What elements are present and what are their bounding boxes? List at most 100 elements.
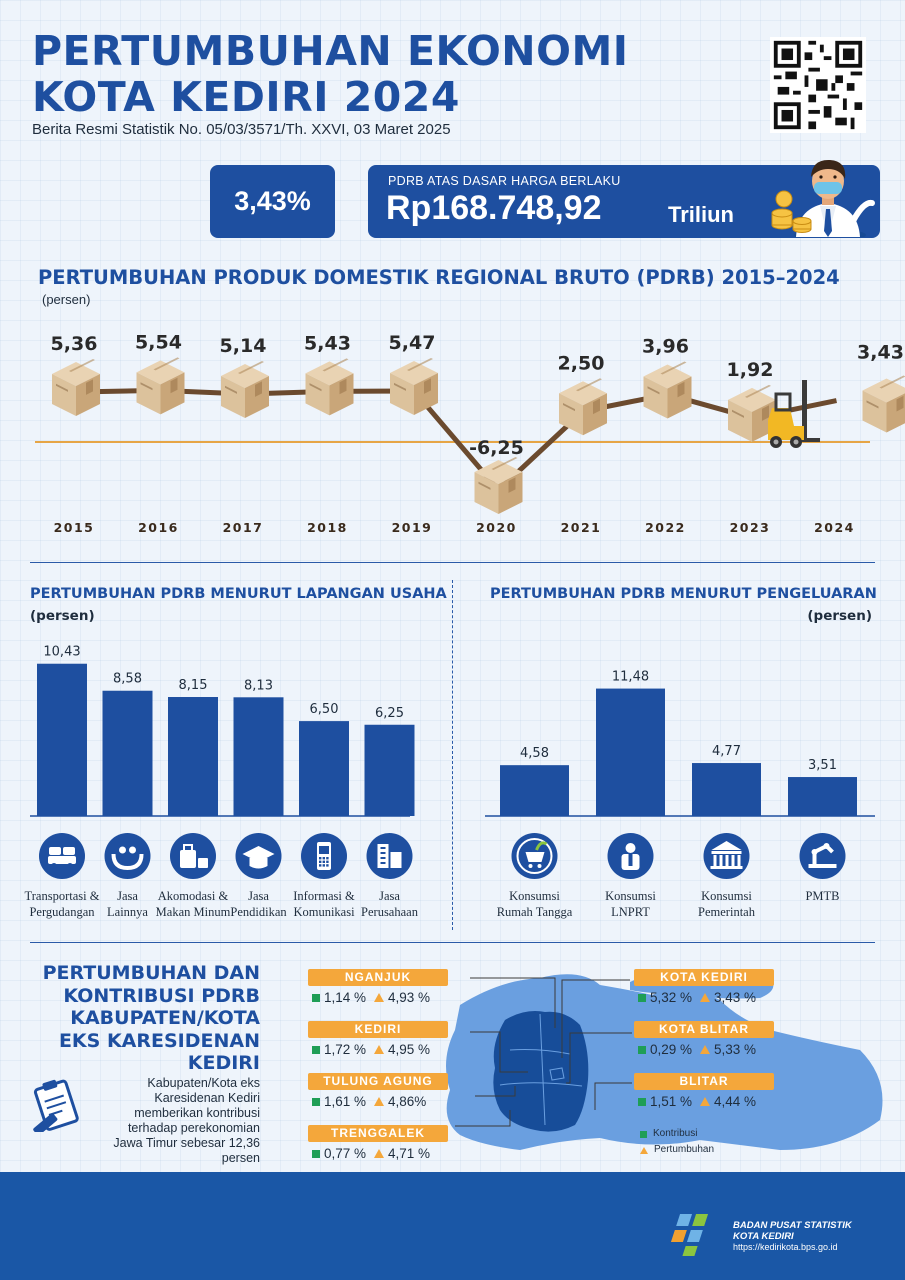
person-icon bbox=[607, 833, 654, 879]
data-label: 2,50 bbox=[558, 352, 605, 374]
region-contribution: 5,32 % bbox=[650, 990, 693, 1005]
contribution-marker-icon bbox=[312, 1045, 320, 1054]
map-legend: Kontribusi Pertumbuhan bbox=[640, 1126, 714, 1158]
category-label: Lainnya bbox=[107, 905, 148, 919]
x-tick-label: 2020 bbox=[476, 520, 517, 535]
category-label: Jasa bbox=[248, 889, 269, 903]
phone-icon bbox=[301, 833, 347, 879]
contribution-marker-icon bbox=[638, 993, 646, 1002]
legend-contribution: Kontribusi bbox=[653, 1128, 698, 1139]
data-label: 8,15 bbox=[179, 678, 208, 693]
region-growth: 3,43 % bbox=[714, 990, 757, 1005]
data-label: 8,13 bbox=[244, 678, 273, 693]
category-label: Komunikasi bbox=[293, 905, 355, 919]
x-tick-label: 2016 bbox=[138, 520, 179, 535]
x-tick-label: 2019 bbox=[392, 520, 433, 535]
category-label: Pergudangan bbox=[29, 905, 95, 919]
box-icon bbox=[643, 361, 692, 419]
legend-growth: Pertumbuhan bbox=[654, 1144, 715, 1155]
box-icon bbox=[862, 375, 905, 433]
expenditure-bar-chart: 4,58 Konsumsi Rumah Tangga 11,48 Konsumsi LNP… bbox=[485, 670, 875, 919]
data-label: 6,50 bbox=[310, 702, 339, 717]
series-line bbox=[75, 387, 838, 493]
org-city: KOTA KEDIRI bbox=[733, 1231, 794, 1242]
hands-people-icon bbox=[104, 833, 151, 879]
x-tick-label: 2023 bbox=[730, 520, 771, 535]
section-divider bbox=[30, 942, 875, 943]
building-icon bbox=[366, 833, 413, 879]
graduation-cap-icon bbox=[235, 833, 282, 879]
region-growth: 5,33 % bbox=[714, 1042, 757, 1057]
region-name: KEDIRI bbox=[308, 1021, 448, 1038]
data-label: 5,43 bbox=[304, 332, 351, 354]
data-label: 3,43 bbox=[857, 342, 904, 364]
region-tulung-agung: TULUNG AGUNG 1,61 % 4,86% bbox=[308, 1073, 448, 1109]
x-tick-label: 2018 bbox=[307, 520, 348, 535]
region-kota-kediri: KOTA KEDIRI 5,32 % 3,43 % bbox=[634, 969, 774, 1005]
data-label: 10,43 bbox=[43, 645, 80, 660]
data-label: 5,47 bbox=[389, 332, 436, 354]
government-building-icon bbox=[703, 833, 750, 879]
data-label: 1,92 bbox=[727, 359, 774, 381]
org-name: BADAN PUSAT STATISTIK bbox=[733, 1220, 852, 1231]
region-contribution: 1,51 % bbox=[650, 1094, 693, 1109]
robot-arm-icon bbox=[799, 833, 846, 879]
contribution-marker-icon bbox=[312, 1149, 320, 1158]
forklift-icon bbox=[768, 380, 820, 448]
shopping-icon bbox=[511, 833, 558, 879]
qr-code-icon[interactable] bbox=[770, 37, 866, 133]
data-label: 8,58 bbox=[113, 672, 142, 687]
data-label: 5,36 bbox=[51, 333, 98, 355]
line-chart-unit: (persen) bbox=[42, 292, 91, 307]
growth-marker-icon bbox=[374, 1045, 385, 1054]
region-name: BLITAR bbox=[634, 1073, 774, 1090]
x-tick-label: 2015 bbox=[54, 520, 95, 535]
region-name: TULUNG AGUNG bbox=[308, 1073, 448, 1090]
growth-marker-icon bbox=[700, 1045, 711, 1054]
box-icon bbox=[474, 457, 523, 514]
contribution-marker-icon bbox=[312, 993, 320, 1002]
category-label: Konsumsi bbox=[605, 889, 656, 903]
luggage-icon bbox=[170, 833, 216, 879]
data-label: 3,51 bbox=[808, 758, 837, 773]
bar bbox=[692, 763, 761, 816]
bar bbox=[168, 697, 218, 816]
vertical-divider bbox=[452, 580, 453, 930]
bar bbox=[37, 663, 87, 816]
data-label: 4,77 bbox=[712, 744, 741, 759]
pdrb-label: PDRB ATAS DASAR HARGA BERLAKU bbox=[388, 174, 621, 188]
bar bbox=[299, 721, 349, 816]
category-label: Konsumsi bbox=[701, 889, 752, 903]
box-icon bbox=[136, 357, 185, 415]
region-nganjuk: NGANJUK 1,14 % 4,93 % bbox=[308, 969, 448, 1005]
category-label: Informasi & bbox=[293, 889, 355, 903]
region-kota-blitar: KOTA BLITAR 0,29 % 5,33 % bbox=[634, 1021, 774, 1057]
x-tick-label: 2024 bbox=[814, 520, 855, 535]
region-blitar: BLITAR 1,51 % 4,44 % bbox=[634, 1073, 774, 1109]
region-contribution: 1,72 % bbox=[324, 1042, 367, 1057]
growth-marker-icon bbox=[374, 1149, 385, 1158]
section-divider bbox=[30, 562, 875, 563]
category-label: Jasa bbox=[379, 889, 400, 903]
map-title-line: EKS KARESIDENAN bbox=[58, 1029, 260, 1052]
map-title-line: KONTRIBUSI PDRB bbox=[63, 984, 260, 1007]
box-icon bbox=[305, 358, 354, 416]
line-chart-title: PERTUMBUHAN PRODUK DOMESTIK REGIONAL BRU… bbox=[38, 266, 840, 289]
data-label: 6,25 bbox=[375, 706, 404, 721]
category-label: LNPRT bbox=[611, 905, 650, 919]
expenditure-chart-unit: (persen) bbox=[807, 608, 872, 624]
data-label: -6,25 bbox=[469, 437, 524, 459]
region-growth: 4,71 % bbox=[388, 1146, 431, 1161]
transport-icon bbox=[39, 833, 85, 879]
page-title: PERTUMBUHAN EKONOMI KOTA KEDIRI 2024 bbox=[32, 28, 732, 120]
map-section-title: PERTUMBUHAN DAN KONTRIBUSI PDRB KABUPATE… bbox=[30, 962, 260, 1075]
sector-bar-chart: 10,43 Transportasi & Pergudangan 8,58 Jasa La… bbox=[25, 645, 419, 919]
region-growth: 4,95 % bbox=[388, 1042, 431, 1057]
category-label: Konsumsi bbox=[509, 889, 560, 903]
org-url[interactable]: https://kedirikota.bps.go.id bbox=[733, 1242, 838, 1252]
region-kediri: KEDIRI 1,72 % 4,95 % bbox=[308, 1021, 448, 1057]
bar bbox=[233, 697, 284, 816]
region-name: KOTA KEDIRI bbox=[634, 969, 774, 986]
box-icon bbox=[390, 358, 438, 416]
bar bbox=[596, 688, 665, 816]
